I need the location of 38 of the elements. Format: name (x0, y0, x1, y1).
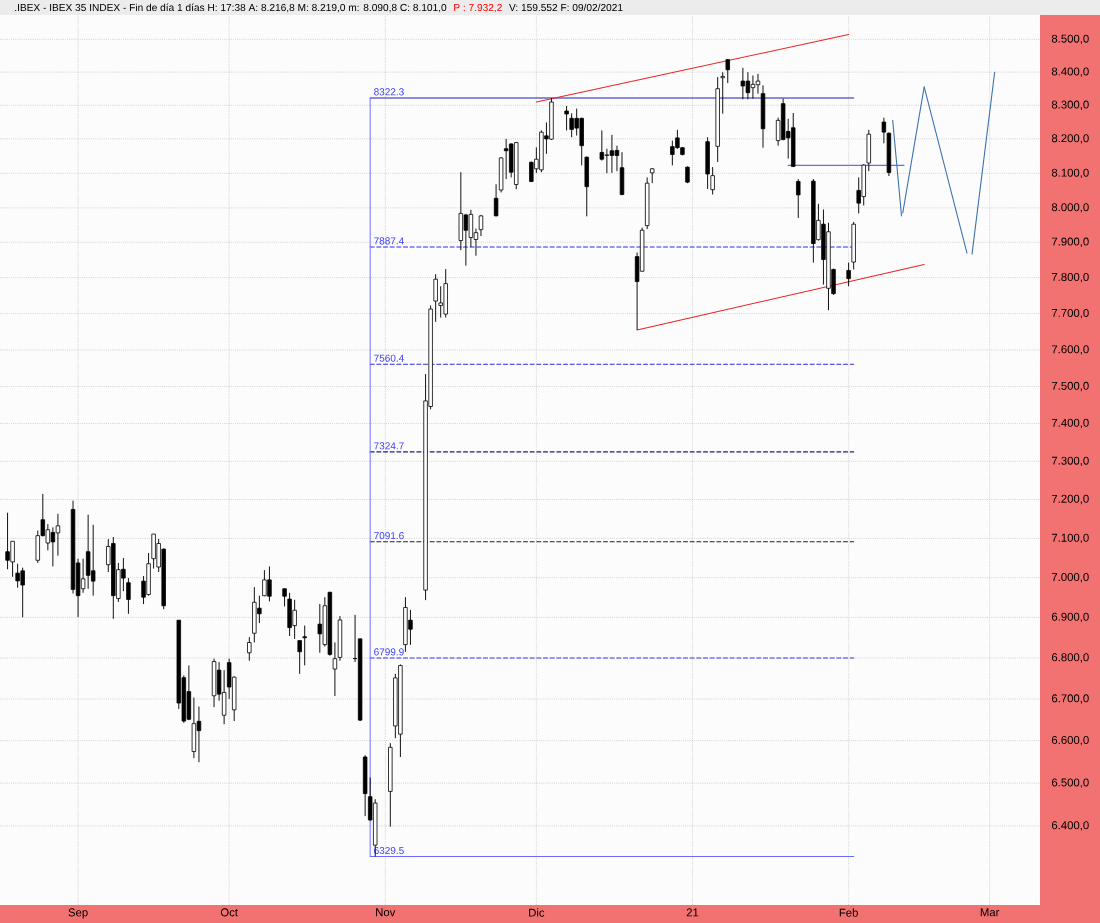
y-tick-label: 8.500,0 (1051, 34, 1089, 44)
text: V: 159.552 F: 09/02/2021 (509, 3, 623, 12)
y-tick-label: 7.700,0 (1051, 308, 1089, 319)
x-tick-label: Oct (220, 908, 238, 917)
y-tick-label: 8.200,0 (1051, 134, 1089, 144)
y-tick-label: 7.000,0 (1051, 573, 1089, 583)
series-label: 7324.7 (374, 442, 404, 450)
series-label: 6799.9 (374, 648, 404, 656)
y-tick-label: 6.700,0 (1051, 694, 1089, 704)
y-tick-label: 7.500,0 (1051, 381, 1089, 392)
y-tick-label: 8.000,0 (1051, 203, 1089, 213)
y-tick-label: 6.600,0 (1051, 736, 1089, 746)
y-tick-label: 7.600,0 (1051, 345, 1089, 355)
x-tick-label: Nov (376, 908, 396, 917)
series-label: 8322.3 (374, 88, 404, 96)
x-tick-label: Mar (980, 908, 1000, 917)
y-tick-label: 7.400,0 (1051, 418, 1089, 429)
x-tick-label: Dic (529, 908, 545, 917)
y-tick-label: 7.200,0 (1051, 494, 1089, 505)
series-label: 7560.4 (374, 354, 404, 362)
series-label: 7091.6 (374, 532, 404, 540)
y-tick-label: 7.300,0 (1051, 456, 1089, 467)
x-tick-label: Sep (68, 908, 88, 919)
y-tick-label: 7.900,0 (1051, 237, 1089, 247)
y-tick-label: 7.100,0 (1051, 533, 1089, 544)
y-tick-label: 8.400,0 (1051, 67, 1089, 77)
series-label: 7887.4 (374, 237, 404, 245)
y-tick-label: 8.300,0 (1051, 100, 1089, 110)
y-tick-label: 6.400,0 (1051, 821, 1089, 831)
y-tick-label: 6.900,0 (1051, 612, 1089, 623)
x-tick-label: 21 (686, 908, 699, 917)
y-tick-label: 6.500,0 (1051, 778, 1089, 788)
x-tick-label: Feb (839, 908, 858, 917)
text: P : 7.932,2 (454, 3, 502, 13)
y-tick-label: 6.800,0 (1051, 653, 1089, 663)
y-tick-label: 8.100,0 (1051, 168, 1089, 179)
y-tick-label: 7.800,0 (1051, 272, 1089, 283)
chart-title: .IBEX - IBEX 35 INDEX - Fin de día 1 días H: 17:38 A: 8.216,8 M: 8.219,0 m: 8.090,8 C: 8.101,0 (15, 3, 447, 13)
